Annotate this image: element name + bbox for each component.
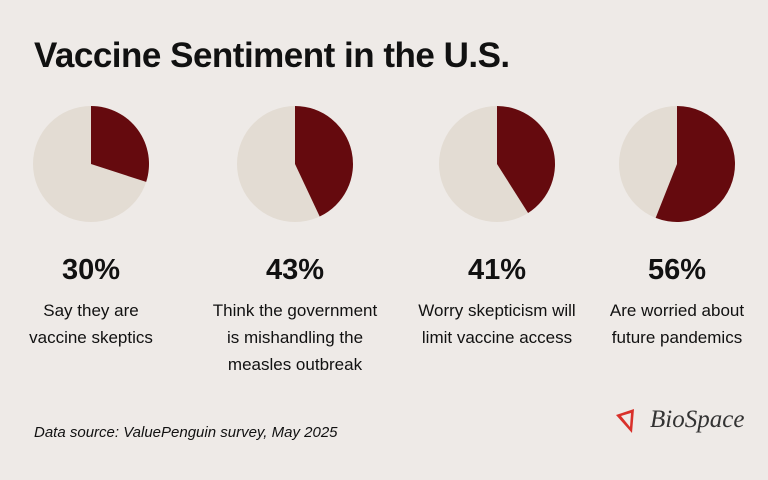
biospace-logo: BioSpace [612, 403, 744, 437]
caption: Think the government is mishandling the me… [195, 297, 395, 378]
caption-line: Say they are [43, 301, 139, 320]
pie-slice-value [655, 106, 735, 222]
caption-line: limit vaccine access [421, 328, 573, 347]
caption-line: Worry skepticism will [418, 301, 576, 320]
percent-label: 30% [61, 254, 121, 286]
page-title: Vaccine Sentiment in the U.S. [34, 36, 510, 75]
percent-label: 43% [265, 254, 325, 286]
percent-label: 41% [467, 254, 527, 286]
caption: Worry skepticism will limit vaccine acces… [397, 297, 597, 351]
percent-label: 56% [647, 254, 707, 286]
pie-slice-value [91, 106, 149, 182]
caption-line: measles outbreak [227, 355, 363, 374]
caption-line: Are worried about [609, 301, 745, 320]
caption-line: is mishandling the [226, 328, 364, 347]
caption-line: vaccine skeptics [29, 328, 153, 347]
pie-chart-2: 43% Think the government is mishandling t… [195, 104, 395, 378]
pie-slice-value [497, 106, 555, 213]
pie-chart-1: 30% Say they are vaccine skeptics [0, 104, 191, 351]
pie-slice-value [295, 106, 353, 217]
caption-line: future pandemics [611, 328, 743, 347]
caption: Are worried about future pandemics [577, 297, 768, 351]
caption-line: Think the government [212, 301, 378, 320]
data-source: Data source: ValuePenguin survey, May 20… [34, 424, 338, 441]
logo-text: BioSpace [650, 406, 745, 433]
biospace-logo-icon [616, 409, 634, 433]
pie-chart-3: 41% Worry skepticism will limit vaccine a… [397, 104, 597, 351]
pie-chart-4: 56% Are worried about future pandemics [577, 104, 768, 351]
caption: Say they are vaccine skeptics [0, 297, 191, 351]
